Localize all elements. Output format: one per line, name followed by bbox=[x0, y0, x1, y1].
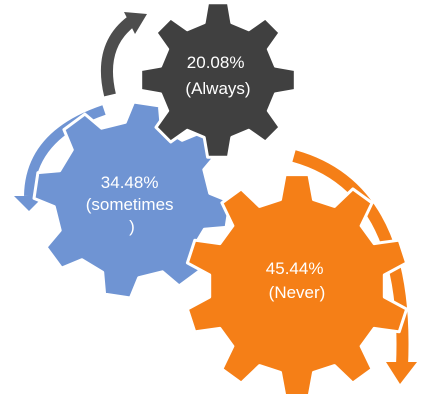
gear-label-always: 20.08% (Always) bbox=[185, 53, 250, 98]
gear-label-line: (sometimes bbox=[86, 195, 174, 214]
gear-label-line: 34.48% bbox=[101, 173, 159, 192]
gear-sometimes: 34.48% (sometimes ) bbox=[32, 100, 232, 300]
gear-label-line: ) bbox=[129, 217, 135, 236]
gear-label-line: (Never) bbox=[269, 283, 326, 302]
gear-always: 20.08% (Always) bbox=[139, 1, 297, 159]
gear-label-line: 20.08% bbox=[187, 53, 245, 72]
arrow-head-dark bbox=[124, 12, 147, 34]
gear-never: 45.44% (Never) bbox=[185, 173, 409, 394]
gear-shape-dark bbox=[139, 1, 297, 159]
gear-shape-orange bbox=[185, 173, 409, 394]
gear-label-line: 45.44% bbox=[266, 259, 324, 278]
gear-label-never: 45.44% (Never) bbox=[266, 259, 328, 302]
curved-arrow-dark bbox=[101, 15, 137, 97]
gear-label-line: (Always) bbox=[185, 79, 250, 98]
gear-label-sometimes: 34.48% (sometimes ) bbox=[86, 173, 179, 236]
arrow-head-orange bbox=[386, 362, 417, 384]
